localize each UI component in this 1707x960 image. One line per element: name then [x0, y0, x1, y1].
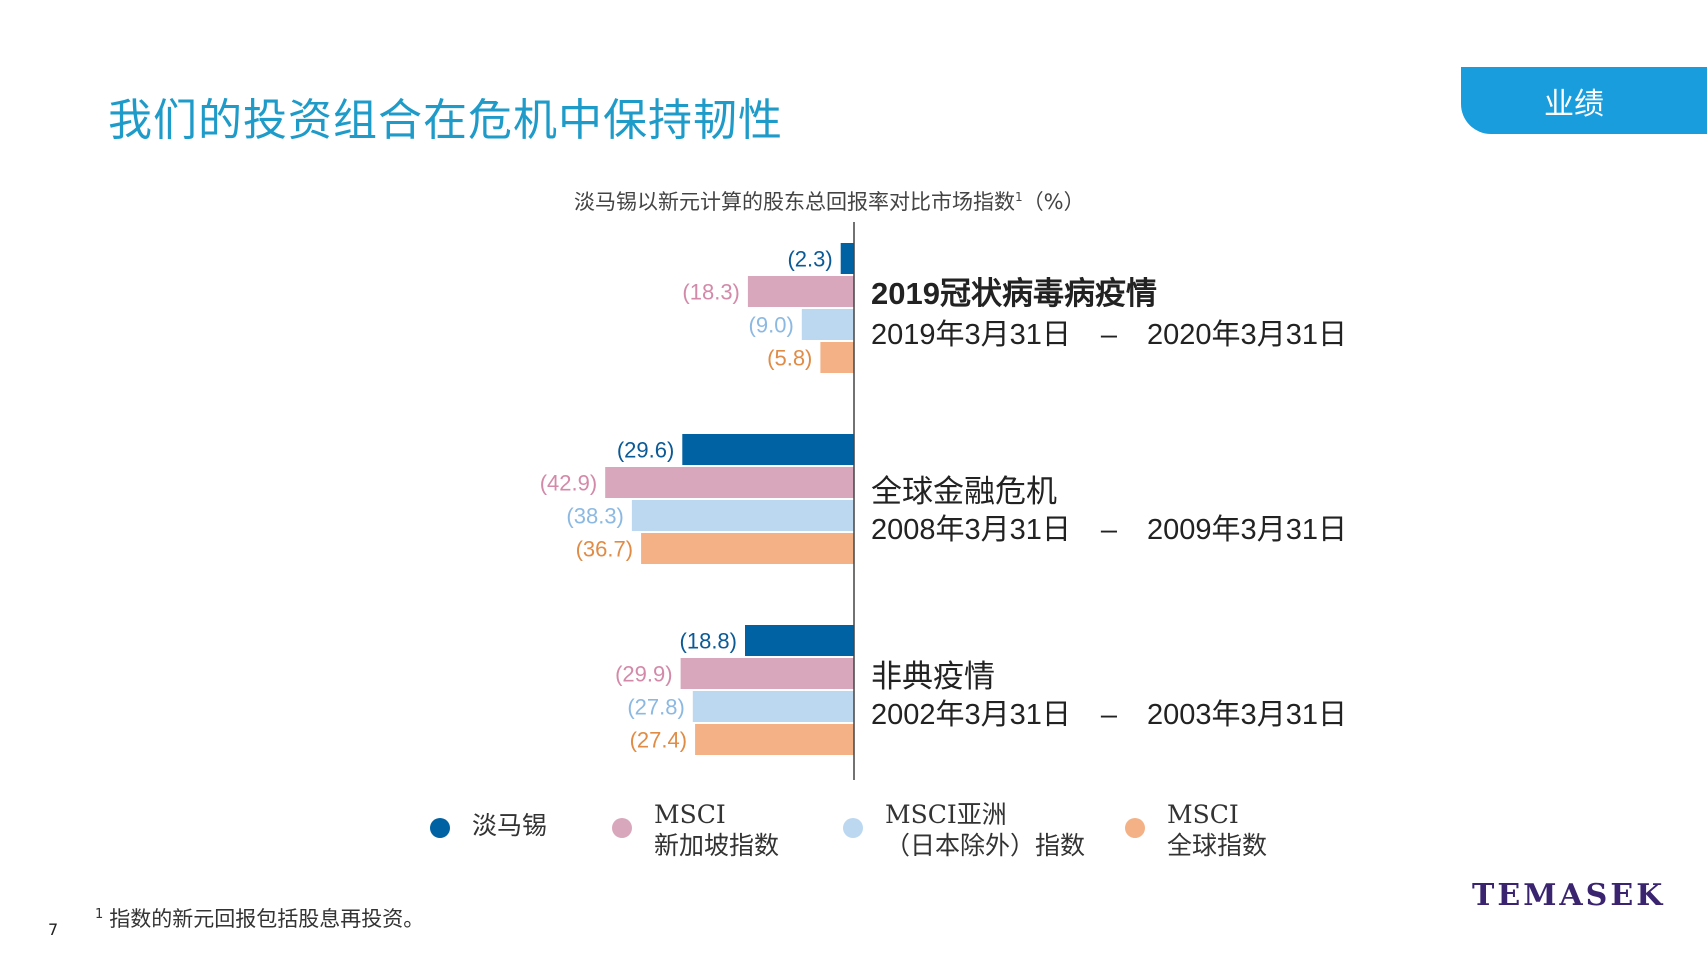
- data-label-covid-msci-asia: (9.0): [749, 313, 794, 338]
- page-number: 7: [48, 920, 59, 939]
- category-start-sars: 2002年3月31日: [871, 699, 1071, 731]
- category-start-covid: 2019年3月31日: [871, 319, 1071, 351]
- legend-item-msci-asia: MSCI亚洲 （日本除外）指数: [843, 799, 1085, 861]
- category-end-sars: 2003年3月31日: [1147, 699, 1347, 731]
- chart-title-text: 淡马锡以新元计算的股东总回报率对比市场指数: [574, 190, 1015, 214]
- bar-gfc-msci-asia: [631, 500, 854, 531]
- legend-label-msci-world-line2: 全球指数: [1167, 831, 1268, 860]
- legend-dot-msci-world: [1125, 818, 1145, 838]
- legend-item-msci-singapore: MSCI 新加坡指数: [612, 799, 779, 861]
- bar-covid-temasek: [840, 243, 854, 274]
- data-label-gfc-msci-world: (36.7): [576, 537, 633, 562]
- category-end-covid: 2020年3月31日: [1147, 319, 1347, 351]
- category-start-gfc: 2008年3月31日: [871, 514, 1071, 546]
- data-label-covid-msci-singapore: (18.3): [682, 280, 739, 305]
- footnote: 1 指数的新元回报包括股息再投资。: [95, 903, 424, 933]
- category-range-gfc: 2008年3月31日 –2009年3月31日: [871, 506, 1347, 548]
- legend-dot-temasek: [430, 818, 450, 838]
- section-tab-label: 业绩: [1544, 86, 1604, 122]
- chart-title-unit: （%）: [1022, 190, 1085, 214]
- category-end-gfc: 2009年3月31日: [1147, 514, 1347, 546]
- data-label-sars-msci-singapore: (29.9): [615, 662, 672, 687]
- category-name-covid: 2019冠状病毒病疫情: [871, 276, 1157, 311]
- legend-label-msci-asia: MSCI亚洲 （日本除外）指数: [885, 799, 1085, 861]
- category-dash-sars: –: [1100, 699, 1118, 731]
- legend-label-msci-world-line1: MSCI: [1167, 800, 1239, 829]
- section-tab: 业绩: [1461, 67, 1707, 134]
- category-name-sars: 非典疫情: [871, 659, 995, 694]
- legend-item-temasek: 淡马锡: [430, 810, 547, 841]
- legend-label-msci-asia-line1: MSCI亚洲: [885, 800, 1007, 829]
- temasek-logo: TEMASEK: [1472, 878, 1666, 913]
- bar-sars-msci-asia: [692, 691, 854, 722]
- bar-sars-temasek: [745, 625, 854, 656]
- legend-label-msci-singapore-line1: MSCI: [654, 800, 726, 829]
- bar-covid-msci-asia: [801, 309, 854, 340]
- legend-item-msci-world: MSCI 全球指数: [1125, 799, 1267, 861]
- bar-gfc-msci-singapore: [605, 467, 854, 498]
- bar-covid-msci-singapore: [747, 276, 854, 307]
- data-label-covid-msci-world: (5.8): [767, 346, 812, 371]
- chart-title: 淡马锡以新元计算的股东总回报率对比市场指数1（%）: [574, 186, 1085, 216]
- legend-label-temasek: 淡马锡: [472, 811, 548, 840]
- bar-sars-msci-world: [695, 724, 854, 755]
- legend-dot-msci-singapore: [612, 818, 632, 838]
- legend-label-msci-world: MSCI 全球指数: [1167, 799, 1267, 861]
- legend-label-msci-asia-line2: （日本除外）指数: [885, 831, 1086, 860]
- footnote-text: 指数的新元回报包括股息再投资。: [109, 907, 425, 931]
- bar-gfc-temasek: [682, 434, 854, 465]
- category-name-gfc: 全球金融危机: [871, 474, 1057, 509]
- data-label-sars-msci-world: (27.4): [630, 728, 687, 753]
- legend-dot-msci-asia: [843, 818, 863, 838]
- bar-sars-msci-singapore: [680, 658, 854, 689]
- data-label-gfc-msci-asia: (38.3): [566, 504, 623, 529]
- legend-label-msci-singapore: MSCI 新加坡指数: [654, 799, 779, 861]
- legend-label-msci-singapore-line2: 新加坡指数: [654, 831, 780, 860]
- data-label-sars-temasek: (18.8): [680, 629, 737, 654]
- footnote-marker: 1: [95, 907, 104, 922]
- category-dash-gfc: –: [1100, 514, 1118, 546]
- category-dash-covid: –: [1100, 319, 1118, 351]
- data-label-covid-temasek: (2.3): [787, 247, 832, 272]
- bar-covid-msci-world: [820, 342, 854, 373]
- category-range-covid: 2019年3月31日 –2020年3月31日: [871, 311, 1347, 353]
- bar-gfc-msci-world: [641, 533, 854, 564]
- data-label-gfc-msci-singapore: (42.9): [540, 471, 597, 496]
- category-range-sars: 2002年3月31日 –2003年3月31日: [871, 691, 1347, 733]
- data-label-sars-msci-asia: (27.8): [627, 695, 684, 720]
- data-label-gfc-temasek: (29.6): [617, 438, 674, 463]
- chart-title-footnote-marker: 1: [1015, 190, 1023, 204]
- page-title: 我们的投资组合在危机中保持韧性: [108, 95, 783, 146]
